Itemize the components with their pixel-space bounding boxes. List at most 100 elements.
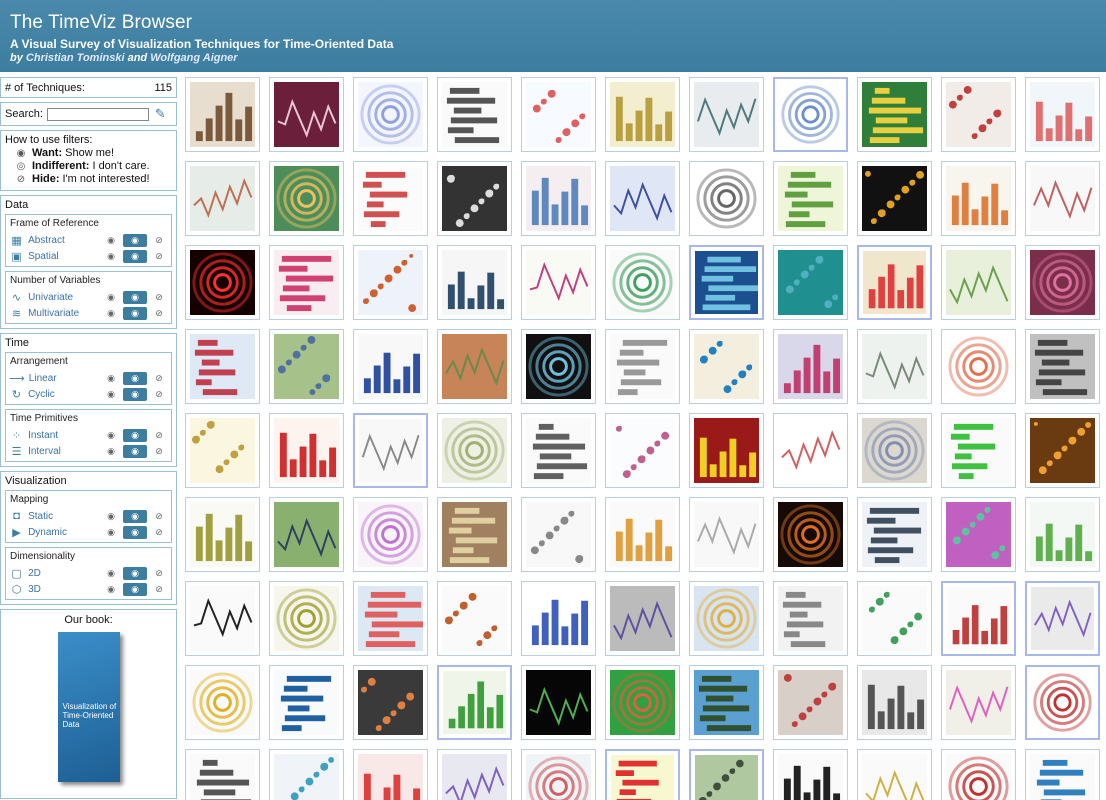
technique-thumbnail[interactable]	[773, 581, 848, 656]
want-toggle[interactable]: ◉	[107, 307, 115, 318]
technique-thumbnail[interactable]	[857, 497, 932, 572]
indifferent-toggle[interactable]: ◉	[123, 525, 147, 539]
technique-thumbnail[interactable]	[437, 497, 512, 572]
technique-thumbnail[interactable]	[857, 665, 932, 740]
technique-thumbnail[interactable]	[185, 329, 260, 404]
hide-toggle[interactable]: ⊘	[155, 291, 163, 302]
indifferent-toggle[interactable]: ◉	[123, 582, 147, 596]
technique-thumbnail[interactable]	[941, 749, 1016, 800]
technique-thumbnail[interactable]	[1025, 245, 1100, 320]
technique-thumbnail[interactable]	[773, 329, 848, 404]
technique-thumbnail[interactable]	[689, 413, 764, 488]
indifferent-toggle[interactable]: ◉	[123, 566, 147, 580]
technique-thumbnail[interactable]	[1025, 497, 1100, 572]
indifferent-toggle[interactable]: ◉	[123, 306, 147, 320]
technique-thumbnail[interactable]	[185, 581, 260, 656]
technique-thumbnail[interactable]	[269, 161, 344, 236]
technique-thumbnail[interactable]	[1025, 161, 1100, 236]
technique-thumbnail[interactable]	[1025, 77, 1100, 152]
want-toggle[interactable]: ◉	[107, 583, 115, 594]
technique-thumbnail[interactable]	[857, 749, 932, 800]
technique-thumbnail[interactable]	[773, 749, 848, 800]
technique-thumbnail[interactable]	[185, 413, 260, 488]
technique-thumbnail[interactable]	[941, 665, 1016, 740]
technique-thumbnail[interactable]	[185, 161, 260, 236]
technique-thumbnail[interactable]	[941, 581, 1016, 656]
technique-thumbnail[interactable]	[437, 413, 512, 488]
technique-thumbnail[interactable]	[689, 245, 764, 320]
technique-thumbnail[interactable]	[941, 77, 1016, 152]
technique-thumbnail[interactable]	[857, 77, 932, 152]
technique-thumbnail[interactable]	[353, 245, 428, 320]
hide-toggle[interactable]: ⊘	[155, 307, 163, 318]
technique-thumbnail[interactable]	[185, 665, 260, 740]
book-cover-image[interactable]: Visualization of Time-Oriented Data	[57, 632, 120, 782]
technique-thumbnail[interactable]	[353, 329, 428, 404]
technique-thumbnail[interactable]	[689, 329, 764, 404]
hide-toggle[interactable]: ⊘	[155, 510, 163, 521]
indifferent-toggle[interactable]: ◉	[123, 371, 147, 385]
technique-thumbnail[interactable]	[521, 581, 596, 656]
technique-thumbnail[interactable]	[941, 161, 1016, 236]
indifferent-toggle[interactable]: ◉	[123, 387, 147, 401]
hide-toggle[interactable]: ⊘	[155, 567, 163, 578]
hide-toggle[interactable]: ⊘	[155, 234, 163, 245]
technique-thumbnail[interactable]	[605, 581, 680, 656]
author-link-aigner[interactable]: Wolfgang Aigner	[150, 52, 238, 64]
technique-thumbnail[interactable]	[941, 413, 1016, 488]
technique-thumbnail[interactable]	[521, 161, 596, 236]
technique-thumbnail[interactable]	[689, 749, 764, 800]
technique-thumbnail[interactable]	[1025, 665, 1100, 740]
search-input[interactable]	[46, 107, 149, 121]
hide-toggle[interactable]: ⊘	[155, 526, 163, 537]
technique-thumbnail[interactable]	[269, 413, 344, 488]
technique-thumbnail[interactable]	[437, 665, 512, 740]
hide-toggle[interactable]: ⊘	[155, 445, 163, 456]
technique-thumbnail[interactable]	[269, 77, 344, 152]
technique-thumbnail[interactable]	[269, 749, 344, 800]
want-toggle[interactable]: ◉	[107, 250, 115, 261]
technique-thumbnail[interactable]	[353, 749, 428, 800]
technique-thumbnail[interactable]	[437, 245, 512, 320]
technique-thumbnail[interactable]	[521, 497, 596, 572]
technique-thumbnail[interactable]	[773, 413, 848, 488]
hide-toggle[interactable]: ⊘	[155, 250, 163, 261]
technique-thumbnail[interactable]	[269, 665, 344, 740]
technique-thumbnail[interactable]	[353, 77, 428, 152]
technique-thumbnail[interactable]	[1025, 413, 1100, 488]
indifferent-toggle[interactable]: ◉	[123, 428, 147, 442]
indifferent-toggle[interactable]: ◉	[123, 509, 147, 523]
want-toggle[interactable]: ◉	[107, 388, 115, 399]
technique-thumbnail[interactable]	[689, 77, 764, 152]
technique-thumbnail[interactable]	[773, 665, 848, 740]
technique-thumbnail[interactable]	[773, 161, 848, 236]
technique-thumbnail[interactable]	[269, 329, 344, 404]
technique-thumbnail[interactable]	[521, 665, 596, 740]
technique-thumbnail[interactable]	[353, 413, 428, 488]
technique-thumbnail[interactable]	[353, 665, 428, 740]
technique-thumbnail[interactable]	[353, 161, 428, 236]
want-toggle[interactable]: ◉	[107, 234, 115, 245]
technique-thumbnail[interactable]	[773, 497, 848, 572]
technique-thumbnail[interactable]	[437, 329, 512, 404]
technique-thumbnail[interactable]	[353, 581, 428, 656]
want-toggle[interactable]: ◉	[107, 445, 115, 456]
technique-thumbnail[interactable]	[857, 161, 932, 236]
technique-thumbnail[interactable]	[605, 665, 680, 740]
technique-thumbnail[interactable]	[1025, 581, 1100, 656]
technique-thumbnail[interactable]	[521, 413, 596, 488]
technique-thumbnail[interactable]	[269, 497, 344, 572]
technique-thumbnail[interactable]	[857, 581, 932, 656]
hide-toggle[interactable]: ⊘	[155, 583, 163, 594]
indifferent-toggle[interactable]: ◉	[123, 249, 147, 263]
want-toggle[interactable]: ◉	[107, 372, 115, 383]
technique-thumbnail[interactable]	[689, 161, 764, 236]
technique-thumbnail[interactable]	[689, 665, 764, 740]
technique-thumbnail[interactable]	[605, 329, 680, 404]
technique-thumbnail[interactable]	[773, 77, 848, 152]
technique-thumbnail[interactable]	[857, 245, 932, 320]
technique-thumbnail[interactable]	[605, 245, 680, 320]
technique-thumbnail[interactable]	[1025, 749, 1100, 800]
technique-thumbnail[interactable]	[773, 245, 848, 320]
technique-thumbnail[interactable]	[185, 245, 260, 320]
